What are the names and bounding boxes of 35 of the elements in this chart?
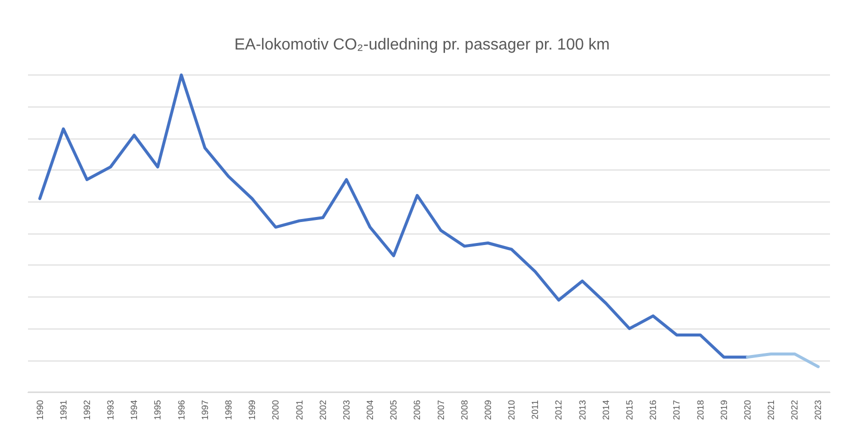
x-tick-label: 2002 xyxy=(318,400,328,420)
x-tick-label: 2018 xyxy=(695,400,706,420)
x-tick-label: 2016 xyxy=(648,400,658,420)
x-tick-label: 1993 xyxy=(106,400,116,420)
x-tick-label: 1990 xyxy=(34,400,45,420)
x-tick-label: 2015 xyxy=(624,400,634,420)
x-tick-label: 2020 xyxy=(742,400,752,420)
x-tick-label: 2006 xyxy=(412,400,422,420)
x-tick-label: 2004 xyxy=(365,400,376,420)
x-tick-label: 2001 xyxy=(294,400,304,420)
chart-title: EA-lokomotiv CO₂-udledning pr. passager pr. 100 km xyxy=(234,36,610,54)
x-tick-label: 1995 xyxy=(152,400,163,420)
x-tick-label: 1997 xyxy=(200,400,210,420)
x-tick-label: 2010 xyxy=(506,400,517,420)
x-tick-label: 2008 xyxy=(459,400,470,420)
x-tick-label: 2021 xyxy=(766,400,776,420)
x-tick-label: 2000 xyxy=(270,400,281,420)
x-tick-label: 2011 xyxy=(530,400,540,420)
x-tick-label: 1996 xyxy=(176,400,186,420)
x-tick-label: 2005 xyxy=(388,400,399,420)
x-tick-label: 1992 xyxy=(82,400,92,420)
x-tick-label: 2019 xyxy=(718,400,729,420)
x-tick-label: 1991 xyxy=(58,400,68,420)
x-tick-label: 2022 xyxy=(790,400,800,420)
x-tick-label: 2013 xyxy=(577,400,588,420)
x-tick-label: 2017 xyxy=(672,400,682,420)
x-tick-label: 1998 xyxy=(224,400,234,420)
x-tick-label: 2023 xyxy=(813,400,824,420)
x-tick-label: 1999 xyxy=(247,400,258,420)
x-tick-label: 1994 xyxy=(129,400,140,420)
x-tick-label: 2014 xyxy=(600,400,611,420)
x-tick-label: 2003 xyxy=(341,400,352,420)
x-tick-label: 2007 xyxy=(436,400,446,420)
x-tick-label: 2012 xyxy=(554,400,564,420)
x-tick-label: 2009 xyxy=(482,400,493,420)
